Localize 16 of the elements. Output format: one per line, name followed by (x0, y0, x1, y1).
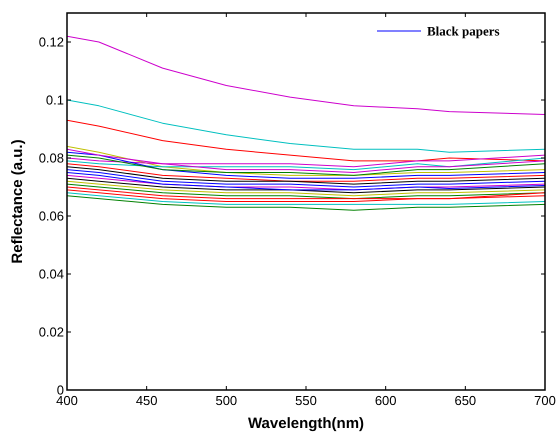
y-tick-label: 0.06 (38, 208, 64, 224)
x-axis-title: Wavelength(nm) (248, 415, 364, 432)
y-tick-label: 0.04 (38, 266, 64, 282)
x-tick-label: 500 (215, 393, 238, 408)
y-tick-label: 0 (56, 382, 64, 398)
x-tick-label: 600 (374, 393, 397, 408)
x-tick-label: 650 (454, 393, 476, 408)
x-tick-label: 700 (534, 393, 556, 408)
y-tick-label: 0.1 (46, 92, 64, 108)
y-tick-label: 0.08 (38, 150, 64, 166)
x-tick-label: 550 (295, 393, 317, 408)
y-tick-label: 0.12 (38, 34, 64, 50)
y-axis-title: Reflectance (a.u.) (9, 139, 26, 264)
legend-label: Black papers (427, 24, 500, 38)
x-tick-label: 450 (136, 393, 158, 408)
y-tick-label: 0.02 (38, 324, 64, 340)
